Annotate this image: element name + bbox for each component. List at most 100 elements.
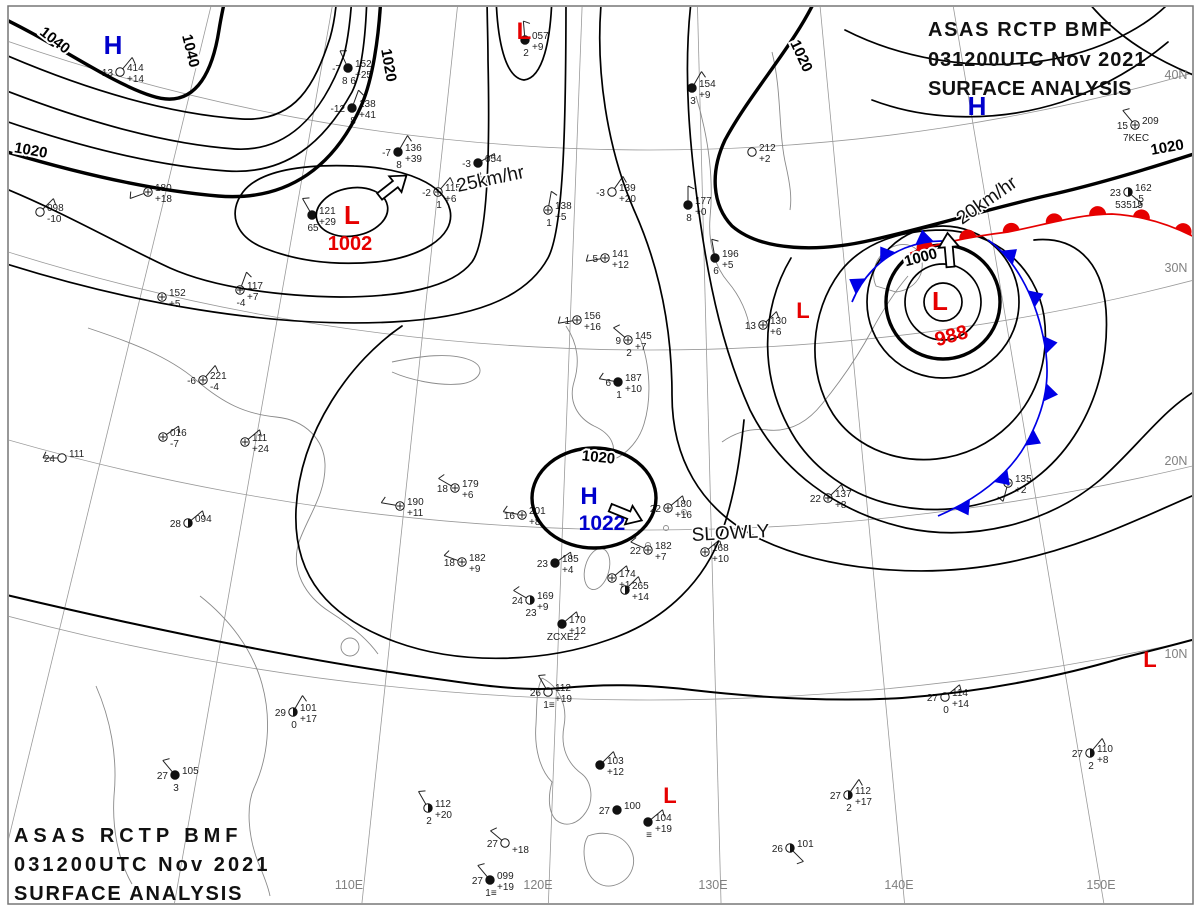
wind-barb-feather bbox=[701, 71, 706, 78]
station-circle bbox=[520, 35, 530, 45]
station-plot: 057+92 bbox=[520, 20, 549, 59]
wind-barb bbox=[765, 311, 777, 323]
isobar bbox=[713, 7, 1192, 250]
station-value: 2 bbox=[1088, 761, 1094, 772]
wind-barb bbox=[399, 135, 408, 149]
wind-barb-feather bbox=[214, 365, 219, 373]
wind-barb-feather bbox=[1101, 738, 1106, 746]
station-value: 174 bbox=[619, 569, 636, 580]
station-value: 23 bbox=[1110, 188, 1122, 199]
station-plot: -7 136+398 bbox=[382, 135, 422, 171]
cold-front-triangle bbox=[1043, 383, 1059, 402]
station-value: 138 bbox=[555, 201, 572, 212]
station-plot: -7 152+258 6 bbox=[332, 50, 372, 87]
station-value: 201 bbox=[529, 506, 546, 517]
station-value: 6 bbox=[605, 378, 611, 389]
station-value: +14 bbox=[127, 74, 144, 85]
station-value: +12 bbox=[569, 626, 586, 637]
station-value: 170 bbox=[569, 615, 586, 626]
station-circle bbox=[595, 760, 605, 770]
isobar bbox=[766, 238, 1108, 511]
station-value: 100 bbox=[624, 801, 641, 812]
station-value: 094 bbox=[195, 514, 212, 525]
lat-label: 40N bbox=[1165, 68, 1188, 82]
lon-label: 140E bbox=[884, 878, 913, 892]
station-value: 179 bbox=[462, 479, 479, 490]
wind-barb-feather bbox=[576, 611, 579, 619]
coastline-island bbox=[340, 637, 360, 657]
station-value: 8 bbox=[396, 160, 402, 171]
station-value: 182 bbox=[469, 553, 486, 564]
lat-label: 10N bbox=[1165, 647, 1188, 661]
station-value: 2 bbox=[626, 348, 632, 359]
lat-label: 20N bbox=[1165, 454, 1188, 468]
station-value: 3 bbox=[690, 96, 696, 107]
title-top-right: ASAS RCTP BMF 031200UTC Nov 2021 SURFACE… bbox=[928, 19, 1146, 100]
cold-front bbox=[937, 239, 1048, 517]
station-value: 27 bbox=[830, 791, 842, 802]
station-value: 22 bbox=[810, 494, 822, 505]
station-value: 26 bbox=[772, 844, 784, 855]
station-circle bbox=[747, 147, 757, 157]
wind-barb bbox=[650, 809, 663, 820]
station-value: +0 bbox=[695, 207, 707, 218]
station-value: +6 bbox=[770, 327, 782, 338]
station-value: 190 bbox=[407, 497, 424, 508]
meridian-line bbox=[173, 7, 333, 904]
station-value: 177 bbox=[695, 196, 712, 207]
station-value: -2 bbox=[422, 188, 431, 199]
pressure-center-H: H bbox=[968, 91, 987, 121]
wind-barb bbox=[1092, 738, 1103, 751]
station-plot: 27 +18 bbox=[487, 827, 529, 856]
wind-barb bbox=[42, 198, 54, 210]
station-value: 7KEC bbox=[1123, 133, 1149, 144]
station-value: 24 bbox=[44, 454, 56, 465]
station-plots: -13 414+14-7 152+258 6-12 138+418180+18098-… bbox=[35, 20, 1159, 899]
station-value: +10 bbox=[625, 384, 642, 395]
wind-barb-feather bbox=[52, 198, 57, 206]
station-circle bbox=[550, 558, 560, 568]
station-value: 136 bbox=[405, 143, 422, 154]
wind-barb bbox=[443, 555, 459, 562]
station-value: 169 bbox=[537, 591, 554, 602]
station-value: +5 bbox=[169, 299, 181, 310]
station-value: 1 bbox=[546, 218, 552, 229]
lon-label: 130E bbox=[698, 878, 727, 892]
station-value: -7 bbox=[170, 439, 179, 450]
wind-barb bbox=[1122, 110, 1133, 123]
station-circle bbox=[612, 805, 622, 815]
station-value: 112 bbox=[435, 799, 451, 810]
station-value: 2 bbox=[523, 48, 529, 59]
isobar bbox=[295, 325, 745, 660]
station-value: 414 bbox=[127, 63, 144, 74]
isobar bbox=[9, 7, 382, 199]
station-value: +16 bbox=[675, 510, 692, 521]
station-plot: 112+202 bbox=[418, 790, 452, 827]
isobar-ring bbox=[866, 225, 1020, 379]
title-line-2: 031200UTC Nov 2021 bbox=[928, 49, 1146, 71]
station-value: 2 bbox=[426, 816, 432, 827]
station-value: 121 bbox=[319, 206, 336, 217]
station-plot: 26 101 bbox=[772, 839, 814, 865]
coastlines bbox=[87, 51, 923, 897]
wind-barb-feather bbox=[551, 190, 558, 196]
isobar-ring bbox=[315, 186, 389, 238]
station-value: 114 bbox=[952, 688, 968, 699]
station-plot: 24 169+923 bbox=[512, 586, 554, 619]
pressure-center-H: H bbox=[104, 30, 123, 60]
wind-barb-feather bbox=[630, 537, 637, 543]
station-value: 168 bbox=[712, 543, 729, 554]
cold-front-triangle bbox=[915, 229, 934, 245]
wind-barb bbox=[302, 198, 311, 212]
station-value: +6 bbox=[445, 194, 457, 205]
fronts bbox=[849, 206, 1192, 517]
coastline bbox=[873, 244, 923, 293]
station-half bbox=[1128, 187, 1133, 197]
station-half bbox=[530, 595, 535, 605]
cold-front-triangle bbox=[1028, 290, 1044, 307]
station-value: +2 bbox=[1015, 485, 1027, 496]
wind-barb-feather bbox=[959, 684, 962, 692]
wind-barb-feather bbox=[775, 311, 780, 319]
station-value: 103 bbox=[607, 756, 624, 767]
